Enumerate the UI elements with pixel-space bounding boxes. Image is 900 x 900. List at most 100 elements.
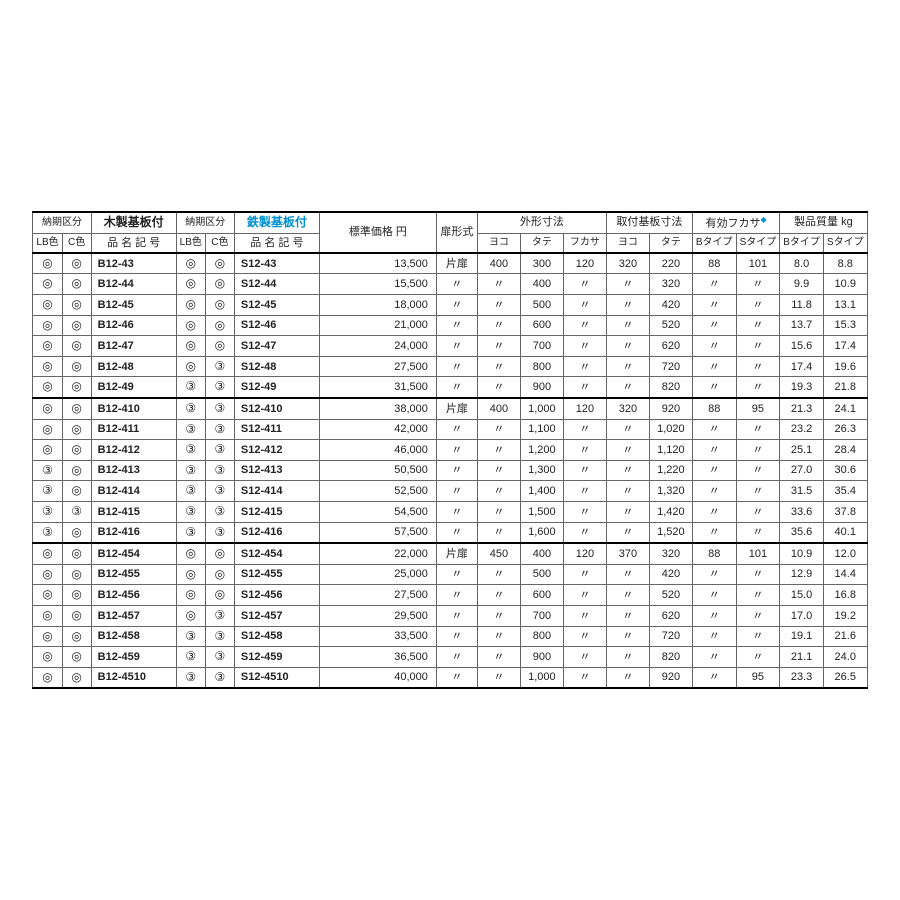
outer-tate: 400 <box>520 274 563 295</box>
outer-fukasa: 〃 <box>563 626 606 647</box>
outer-fukasa: 〃 <box>563 336 606 357</box>
table-row: ◎◎B12-48◎③S12-4827,500〃〃800〃〃720〃〃17.419… <box>33 356 867 377</box>
lb-mark: ◎ <box>33 564 62 585</box>
mount-tate: 820 <box>649 377 692 398</box>
outer-fukasa: 〃 <box>563 585 606 606</box>
mass-b: 27.0 <box>780 460 824 481</box>
hdr-wood: 木製基板付 <box>91 212 176 233</box>
eff-s: 〃 <box>736 440 780 461</box>
eff-b: 88 <box>692 543 736 564</box>
hdr-c-2: C色 <box>205 233 234 253</box>
outer-tate: 800 <box>520 356 563 377</box>
lb-mark: ◎ <box>33 253 62 274</box>
model-s: S12-415 <box>234 502 319 523</box>
c-mark: ③ <box>205 502 234 523</box>
hdr-of: フカサ <box>563 233 606 253</box>
outer-yoko: 〃 <box>477 356 520 377</box>
outer-yoko: 〃 <box>477 585 520 606</box>
mass-b: 8.0 <box>780 253 824 274</box>
price: 46,000 <box>319 440 436 461</box>
mount-tate: 720 <box>649 356 692 377</box>
outer-yoko: 〃 <box>477 605 520 626</box>
table-row: ◎◎B12-459③③S12-45936,500〃〃900〃〃820〃〃21.1… <box>33 647 867 668</box>
hdr-door: 扉形式 <box>436 212 477 253</box>
door: 〃 <box>436 585 477 606</box>
eff-s: 〃 <box>736 522 780 543</box>
eff-s: 〃 <box>736 502 780 523</box>
table-row: ◎◎B12-454◎◎S12-45422,000片扉45040012037032… <box>33 543 867 564</box>
hdr-price: 標準価格 円 <box>319 212 436 253</box>
mass-s: 8.8 <box>823 253 867 274</box>
eff-b: 〃 <box>692 295 736 316</box>
mount-yoko: 〃 <box>606 481 649 502</box>
price: 25,000 <box>319 564 436 585</box>
lb-mark: ◎ <box>33 274 62 295</box>
door: 片扉 <box>436 398 477 419</box>
hdr-lb-2: LB色 <box>176 233 205 253</box>
model-b: B12-4510 <box>91 667 176 688</box>
table-row: ◎◎B12-411③③S12-41142,000〃〃1,100〃〃1,020〃〃… <box>33 419 867 440</box>
mount-tate: 1,020 <box>649 419 692 440</box>
hdr-es: Sタイプ <box>736 233 780 253</box>
mass-s: 37.8 <box>823 502 867 523</box>
mass-s: 15.3 <box>823 315 867 336</box>
lb-mark: ③ <box>176 440 205 461</box>
lb-mark: ◎ <box>176 356 205 377</box>
c-mark: ◎ <box>62 419 91 440</box>
model-s: S12-454 <box>234 543 319 564</box>
mount-tate: 1,520 <box>649 522 692 543</box>
hdr-model-1: 品 名 記 号 <box>91 233 176 253</box>
mass-s: 17.4 <box>823 336 867 357</box>
model-b: B12-415 <box>91 502 176 523</box>
table-row: ◎◎B12-49③③S12-4931,500〃〃900〃〃820〃〃19.321… <box>33 377 867 398</box>
mass-s: 21.6 <box>823 626 867 647</box>
lb-mark: ◎ <box>176 253 205 274</box>
mass-s: 30.6 <box>823 460 867 481</box>
mount-tate: 620 <box>649 605 692 626</box>
door: 〃 <box>436 522 477 543</box>
hdr-my: ヨコ <box>606 233 649 253</box>
table-row: ◎◎B12-455◎◎S12-45525,000〃〃500〃〃420〃〃12.9… <box>33 564 867 585</box>
c-mark: ◎ <box>62 564 91 585</box>
lb-mark: ◎ <box>33 419 62 440</box>
price: 57,500 <box>319 522 436 543</box>
outer-yoko: 〃 <box>477 336 520 357</box>
mount-tate: 820 <box>649 647 692 668</box>
c-mark: ◎ <box>205 295 234 316</box>
price: 21,000 <box>319 315 436 336</box>
lb-mark: ③ <box>176 626 205 647</box>
outer-tate: 900 <box>520 377 563 398</box>
mass-b: 31.5 <box>780 481 824 502</box>
lb-mark: ③ <box>33 502 62 523</box>
mount-yoko: 370 <box>606 543 649 564</box>
eff-s: 101 <box>736 543 780 564</box>
table-row: ◎◎B12-43◎◎S12-4313,500片扉4003001203202208… <box>33 253 867 274</box>
eff-b: 〃 <box>692 481 736 502</box>
eff-s: 〃 <box>736 336 780 357</box>
lb-mark: ◎ <box>33 295 62 316</box>
table-row: ◎◎B12-46◎◎S12-4621,000〃〃600〃〃520〃〃13.715… <box>33 315 867 336</box>
mount-yoko: 〃 <box>606 585 649 606</box>
lb-mark: ◎ <box>33 585 62 606</box>
mass-b: 21.1 <box>780 647 824 668</box>
door: 〃 <box>436 419 477 440</box>
hdr-steel: 鉄製基板付 <box>234 212 319 233</box>
c-mark: ③ <box>205 667 234 688</box>
hdr-model-2: 品 名 記 号 <box>234 233 319 253</box>
price: 38,000 <box>319 398 436 419</box>
door: 片扉 <box>436 543 477 564</box>
outer-tate: 500 <box>520 564 563 585</box>
model-b: B12-48 <box>91 356 176 377</box>
model-b: B12-412 <box>91 440 176 461</box>
outer-fukasa: 〃 <box>563 315 606 336</box>
lb-mark: ③ <box>33 522 62 543</box>
mount-yoko: 〃 <box>606 564 649 585</box>
lb-mark: ③ <box>33 481 62 502</box>
eff-b: 〃 <box>692 377 736 398</box>
c-mark: ◎ <box>62 626 91 647</box>
c-mark: ③ <box>205 522 234 543</box>
mount-tate: 1,420 <box>649 502 692 523</box>
outer-fukasa: 〃 <box>563 522 606 543</box>
mass-s: 16.8 <box>823 585 867 606</box>
c-mark: ③ <box>205 647 234 668</box>
